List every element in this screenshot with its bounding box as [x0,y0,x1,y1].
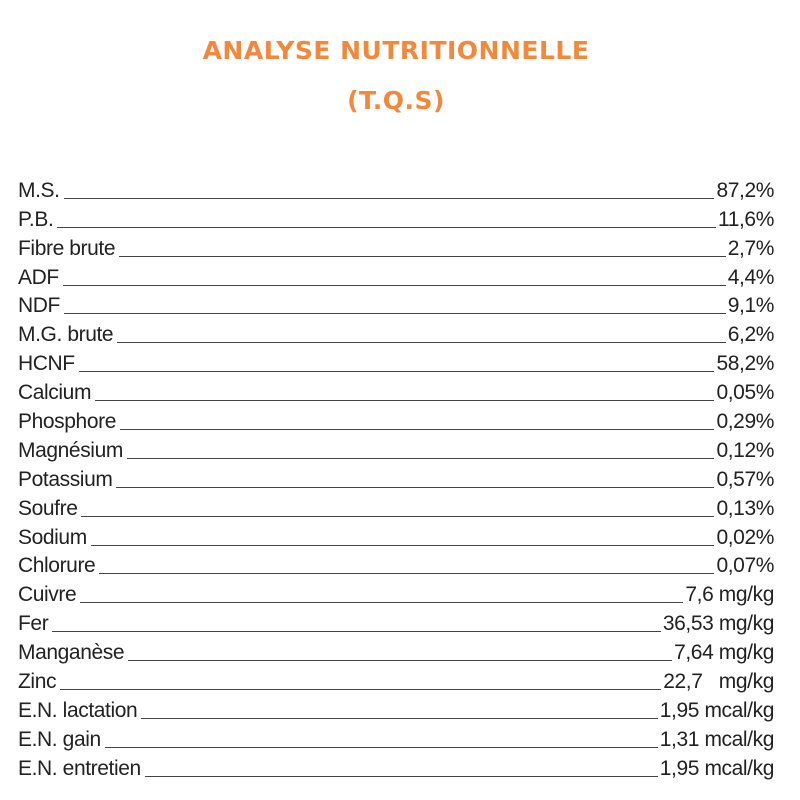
nutrient-value: 0,29% [716,410,774,434]
nutrient-label: HCNF [18,352,75,376]
nutrient-value: 1,95 mcal/kg [659,756,775,780]
leader-line [141,717,658,719]
nutrient-label: Phosphore [18,410,116,434]
nutrition-row: Calcium 0,05% [18,376,774,405]
nutrient-value: 0,07% [716,554,774,578]
nutrient-value: 6,2% [727,323,775,347]
nutrient-label: Zinc [18,670,57,694]
nutrient-value: 58,2% [716,352,774,376]
nutrient-label: M.S. [18,178,60,202]
nutrition-row: Cuivre 7,6 mg/kg [18,578,774,607]
nutrition-row: NDF 9,1% [18,290,774,319]
nutrient-value: 0,05% [716,381,774,405]
nutrition-row: ADF 4,4% [18,261,774,290]
nutrient-value: 87,2% [716,178,774,202]
nutrient-value: 1,31 mcal/kg [659,727,775,751]
nutrition-row: Potassium 0,57% [18,463,774,492]
nutrient-value: 0,02% [716,525,774,549]
nutrient-label: E.N. lactation [18,698,138,722]
leader-line [63,197,715,199]
nutrient-value: 1,95 mcal/kg [659,698,775,722]
leader-line [95,400,715,402]
nutrition-row: Chlorure 0,07% [18,550,774,579]
leader-line [119,429,715,431]
nutrition-row: Soufre 0,13% [18,492,774,521]
leader-line [81,515,715,517]
leader-line [63,313,726,315]
leader-line [62,284,726,286]
nutrition-row: E.N. lactation 1,95 mcal/kg [18,694,774,723]
nutrient-label: Chlorure [18,554,96,578]
nutrition-row: Zinc 22,7 mg/kg [18,665,774,694]
nutrition-row: P.B. 11,6% [18,203,774,232]
nutrient-label: Sodium [18,525,87,549]
leader-line [128,660,673,662]
nutrition-row: Sodium 0,02% [18,521,774,550]
nutrient-value: 4,4% [727,265,775,289]
page-title: ANALYSE NUTRITIONNELLE [202,36,590,65]
nutrient-value: 9,1% [727,294,775,318]
nutrient-label: Potassium [18,467,113,491]
leader-line [116,486,715,488]
nutrition-row: Fer 36,53 mg/kg [18,607,774,636]
leader-line [99,573,715,575]
nutrient-value: 0,13% [716,496,774,520]
nutrient-label: E.N. gain [18,727,101,751]
leader-line [60,689,662,691]
nutrition-row: Fibre brute 2,7% [18,232,774,261]
leader-line [126,457,715,459]
nutrient-label: Magnésium [18,438,123,462]
nutrient-label: E.N. entretien [18,756,141,780]
nutrient-value: 11,6% [718,207,774,231]
leader-line [57,226,716,228]
nutrient-label: M.G. brute [18,323,114,347]
nutrient-value: 22,7 mg/kg [663,670,774,694]
leader-line [52,631,661,633]
nutrition-row: E.N. gain 1,31 mcal/kg [18,723,774,752]
nutrition-table: M.S. 87,2% P.B. 11,6% Fibre brute 2,7% ADF 4,4%… [18,174,774,781]
leader-line [78,371,715,373]
nutrient-label: NDF [18,294,60,318]
leader-line [144,775,658,777]
nutrient-value: 36,53 mg/kg [662,612,775,636]
nutrient-value: 7,6 mg/kg [685,583,774,607]
nutrition-row: Manganèse 7,64 mg/kg [18,636,774,665]
leader-line [117,342,726,344]
nutrition-row: Phosphore 0,29% [18,405,774,434]
leader-line [80,602,684,604]
nutrient-label: Cuivre [18,583,77,607]
nutrient-label: P.B. [18,207,54,231]
nutrient-label: Fer [18,612,49,636]
nutrition-row: M.S. 87,2% [18,174,774,203]
leader-line [119,255,726,257]
nutrition-row: Magnésium 0,12% [18,434,774,463]
nutrient-label: Manganèse [18,641,125,665]
page-subtitle: (T.Q.S) [347,86,445,115]
nutrition-row: HCNF 58,2% [18,347,774,376]
nutrient-value: 7,64 mg/kg [674,641,774,665]
leader-line [90,544,715,546]
nutrient-value: 0,12% [716,438,774,462]
leader-line [104,746,658,748]
nutrient-value: 2,7% [727,236,775,260]
nutrition-row: E.N. entretien 1,95 mcal/kg [18,752,774,781]
nutrient-label: ADF [18,265,59,289]
nutrient-label: Fibre brute [18,236,116,260]
nutrient-label: Calcium [18,381,92,405]
nutrition-row: M.G. brute 6,2% [18,318,774,347]
nutrient-label: Soufre [18,496,78,520]
nutrient-value: 0,57% [716,467,774,491]
